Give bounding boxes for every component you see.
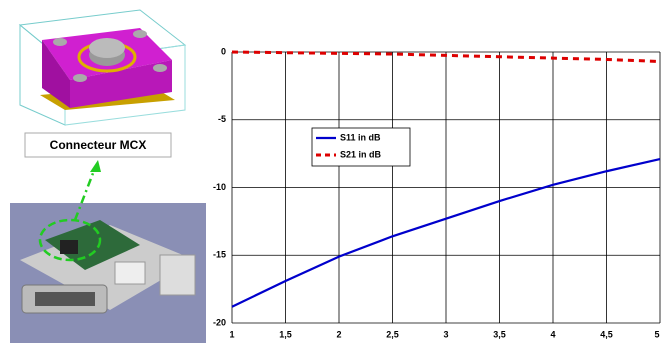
x-tick-label: 5 [654, 329, 659, 339]
y-tick-label: -15 [213, 250, 226, 260]
x-tick-label: 3,5 [493, 329, 506, 339]
label-box [24, 132, 172, 158]
photo [10, 203, 206, 343]
arrow-head [90, 160, 101, 172]
legend-label: S11 in dB [340, 132, 381, 142]
legend-label: S21 in dB [340, 149, 382, 159]
x-tick-label: 2 [336, 329, 341, 339]
model-3d [18, 9, 187, 126]
y-tick-label: -20 [213, 317, 226, 327]
y-tick-label: -10 [213, 182, 226, 192]
x-tick-label: 3 [443, 329, 448, 339]
x-tick-label: 1 [229, 329, 234, 339]
highlight [38, 218, 102, 262]
label: Connecteur MCX [50, 138, 147, 152]
legend-box [311, 127, 411, 167]
x-tick-label: 4 [550, 329, 555, 339]
x-tick-label: 2,5 [386, 329, 399, 339]
series-line [231, 50, 661, 63]
series-line [231, 157, 661, 308]
x-tick-label: 1,5 [279, 329, 292, 339]
x-tick-label: 4,5 [600, 329, 613, 339]
y-tick-label: 0 [221, 46, 226, 56]
y-tick-label: -5 [218, 114, 226, 124]
